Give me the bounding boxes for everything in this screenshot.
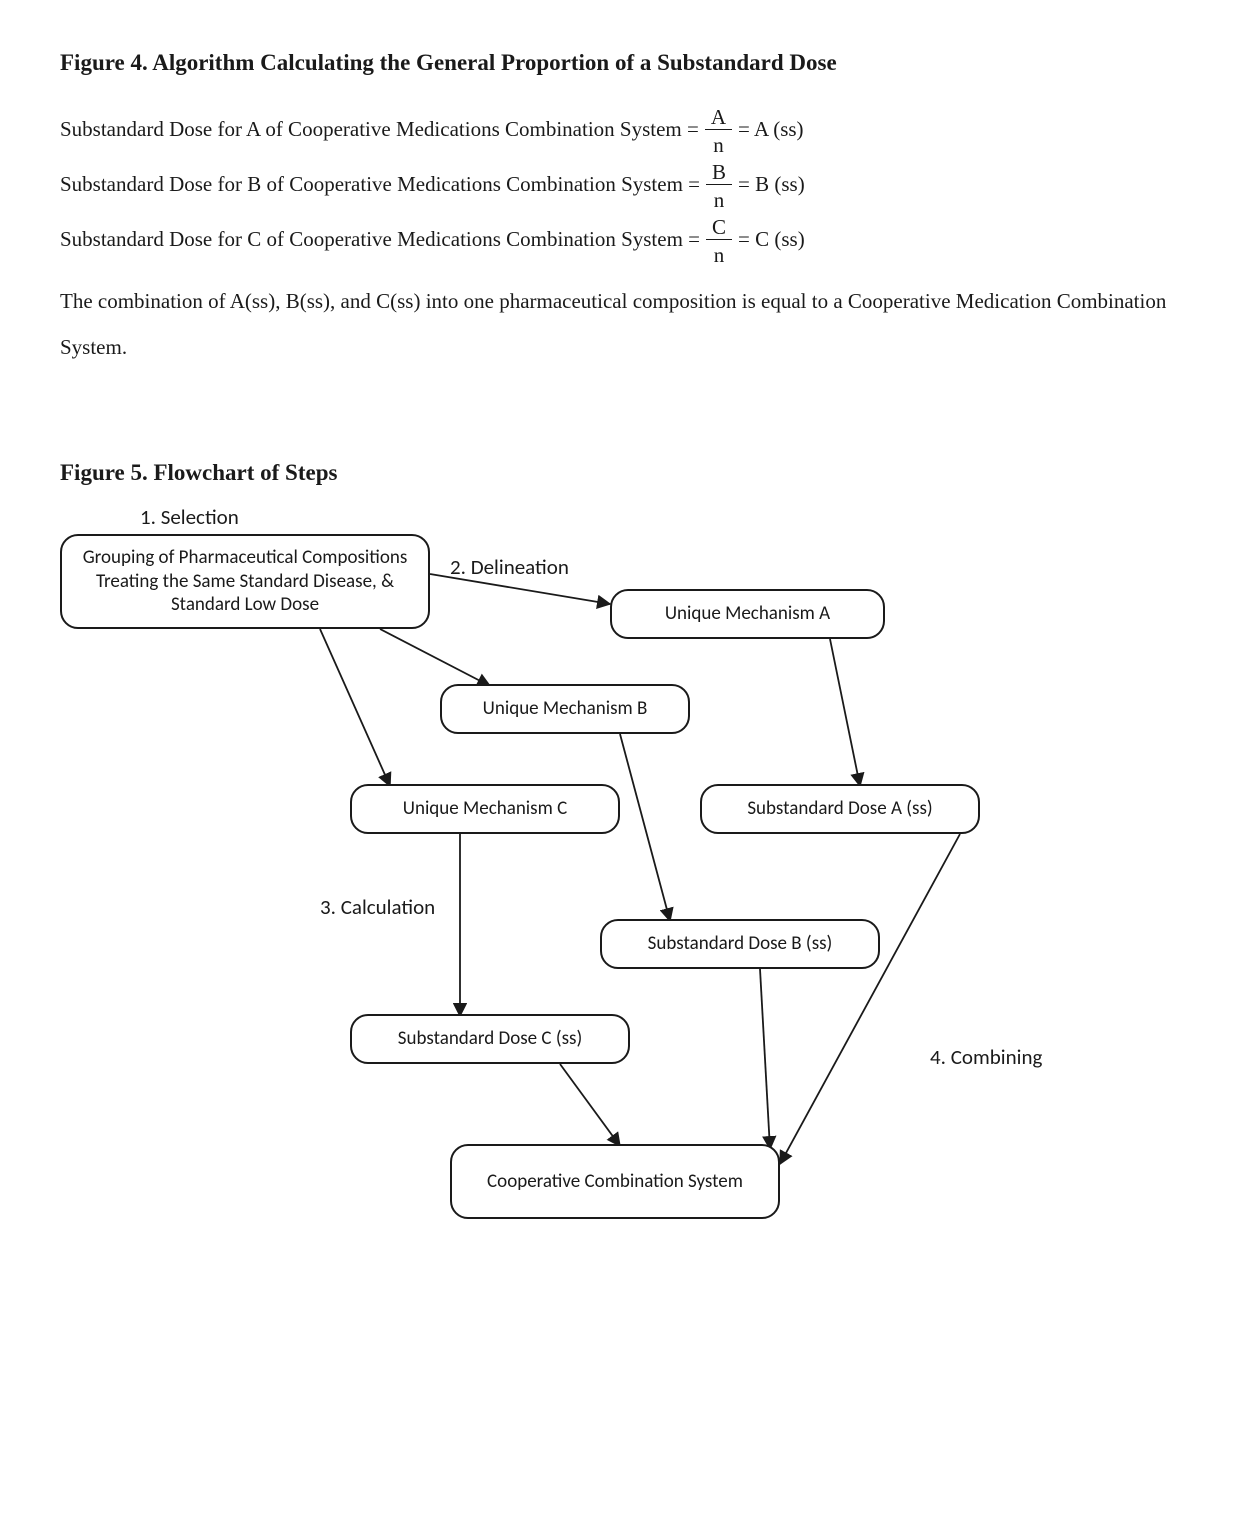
- equation-line-b: Substandard Dose for B of Cooperative Me…: [60, 161, 1180, 212]
- eq-c-numerator: C: [706, 216, 732, 240]
- node-mechanism-c: Unique Mechanism C: [350, 784, 620, 834]
- eq-c-right: = C (ss): [738, 216, 805, 262]
- eq-a-left: Substandard Dose for A of Cooperative Me…: [60, 106, 699, 152]
- eq-a-numerator: A: [705, 106, 732, 130]
- node-grouping: Grouping of Pharmaceutical Compositions …: [60, 534, 430, 629]
- flowchart: 1. Selection 2. Delineation 3. Calculati…: [60, 504, 1160, 1304]
- node-dose-c: Substandard Dose C (ss): [350, 1014, 630, 1064]
- eq-b-left: Substandard Dose for B of Cooperative Me…: [60, 161, 700, 207]
- figure4-title: Figure 4. Algorithm Calculating the Gene…: [60, 50, 1180, 76]
- step-4-label: 4. Combining: [930, 1044, 1042, 1070]
- eq-a-denominator: n: [713, 130, 724, 157]
- eq-b-numerator: B: [706, 161, 732, 185]
- node-mechanism-a: Unique Mechanism A: [610, 589, 885, 639]
- step-3-label: 3. Calculation: [320, 894, 435, 920]
- equation-line-a: Substandard Dose for A of Cooperative Me…: [60, 106, 1180, 157]
- eq-a-right: = A (ss): [738, 106, 804, 152]
- eq-b-fraction: B n: [706, 161, 732, 212]
- node-dose-b: Substandard Dose B (ss): [600, 919, 880, 969]
- step-2-label: 2. Delineation: [450, 554, 569, 580]
- eq-c-denominator: n: [714, 240, 725, 267]
- node-dose-a: Substandard Dose A (ss): [700, 784, 980, 834]
- eq-a-fraction: A n: [705, 106, 732, 157]
- eq-c-fraction: C n: [706, 216, 732, 267]
- figure4-paragraph: The combination of A(ss), B(ss), and C(s…: [60, 278, 1180, 370]
- equation-line-c: Substandard Dose for C of Cooperative Me…: [60, 216, 1180, 267]
- node-mechanism-b: Unique Mechanism B: [440, 684, 690, 734]
- eq-b-right: = B (ss): [738, 161, 805, 207]
- eq-b-denominator: n: [714, 185, 725, 212]
- step-1-label: 1. Selection: [140, 504, 239, 530]
- figure5-title: Figure 5. Flowchart of Steps: [60, 460, 1180, 486]
- node-cooperative-system: Cooperative Combination System: [450, 1144, 780, 1219]
- figure4-body: Substandard Dose for A of Cooperative Me…: [60, 106, 1180, 370]
- eq-c-left: Substandard Dose for C of Cooperative Me…: [60, 216, 700, 262]
